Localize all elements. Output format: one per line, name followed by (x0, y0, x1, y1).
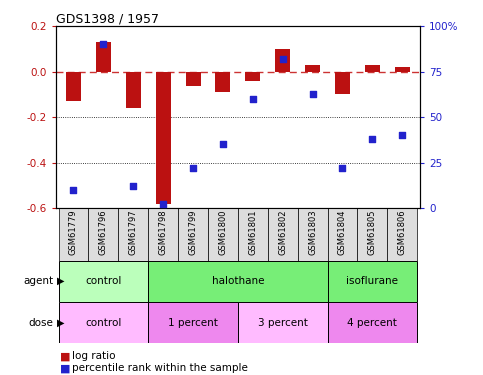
Point (398, 132, 406, 138)
Point (70, 187, 77, 193)
Bar (275, 49, 290, 72)
Bar (178, 208, 208, 261)
Text: isoflurane: isoflurane (346, 276, 398, 286)
Text: ▶: ▶ (57, 276, 65, 286)
Text: 3 percent: 3 percent (258, 318, 308, 327)
Bar (148, 302, 238, 343)
Bar (357, 208, 387, 261)
Bar (327, 261, 417, 302)
Point (339, 165, 346, 171)
Bar (96, 42, 111, 72)
Text: 4 percent: 4 percent (347, 318, 398, 327)
Text: GSM61796: GSM61796 (99, 210, 108, 255)
Bar (148, 208, 178, 261)
Text: ■: ■ (60, 351, 71, 361)
Text: GSM61806: GSM61806 (398, 210, 407, 255)
Point (369, 136, 376, 142)
Bar (88, 208, 118, 261)
Text: GSM61803: GSM61803 (308, 210, 317, 255)
Text: GSM61800: GSM61800 (218, 210, 227, 255)
Bar (298, 208, 327, 261)
Text: percentile rank within the sample: percentile rank within the sample (72, 363, 248, 373)
Text: halothane: halothane (212, 276, 264, 286)
Bar (395, 67, 410, 72)
Text: agent: agent (23, 276, 53, 286)
Point (309, 90, 316, 96)
Bar (335, 72, 350, 94)
Point (219, 141, 227, 147)
Bar (185, 72, 200, 87)
Text: GSM61805: GSM61805 (368, 210, 377, 255)
Text: GSM61797: GSM61797 (129, 210, 138, 255)
Bar (156, 72, 170, 204)
Text: ■: ■ (60, 363, 71, 373)
Bar (238, 208, 268, 261)
Text: GSM61798: GSM61798 (158, 210, 168, 255)
Text: GSM61802: GSM61802 (278, 210, 287, 255)
Text: 1 percent: 1 percent (168, 318, 218, 327)
Bar (215, 72, 230, 92)
Point (159, 201, 167, 207)
Bar (66, 72, 81, 101)
Bar (327, 208, 357, 261)
Bar (327, 302, 417, 343)
Point (99, 42, 107, 48)
Bar (268, 208, 298, 261)
Bar (58, 261, 148, 302)
Text: GDS1398 / 1957: GDS1398 / 1957 (56, 12, 158, 25)
Bar (118, 208, 148, 261)
Bar (387, 208, 417, 261)
Bar (238, 302, 327, 343)
Bar (208, 208, 238, 261)
Bar (148, 261, 327, 302)
Bar (305, 65, 320, 72)
Point (279, 56, 286, 62)
Text: log ratio: log ratio (72, 351, 116, 361)
Point (189, 165, 197, 171)
Text: control: control (85, 318, 122, 327)
Text: dose: dose (28, 318, 53, 327)
Text: GSM61804: GSM61804 (338, 210, 347, 255)
Bar (58, 208, 88, 261)
Bar (126, 72, 141, 108)
Text: GSM61801: GSM61801 (248, 210, 257, 255)
Text: ▶: ▶ (57, 318, 65, 327)
Text: GSM61799: GSM61799 (188, 210, 198, 255)
Bar (58, 302, 148, 343)
Text: control: control (85, 276, 122, 286)
Bar (365, 65, 380, 72)
Point (129, 183, 137, 189)
Bar (245, 72, 260, 81)
Text: GSM61779: GSM61779 (69, 210, 78, 255)
Point (249, 96, 256, 102)
